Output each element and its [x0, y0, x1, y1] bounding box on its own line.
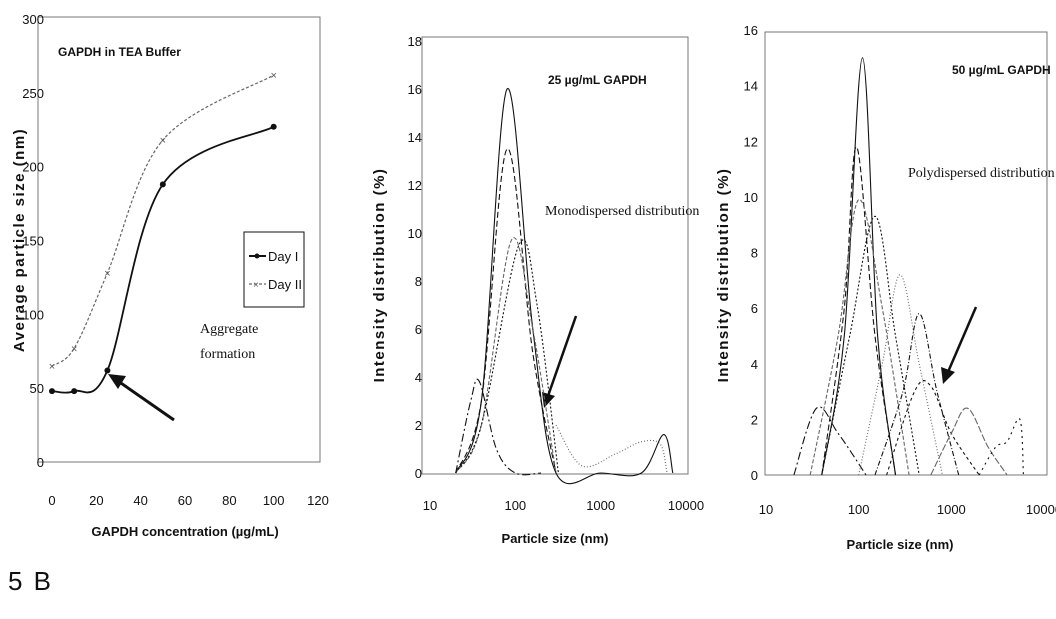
y-tick-label: 250	[22, 86, 44, 101]
x-tick-label: 120	[307, 493, 329, 508]
x-axis-label: Particle size (nm)	[502, 531, 609, 546]
y-tick-label: 14	[408, 130, 422, 145]
data-point-day-i	[71, 388, 78, 395]
distribution-curve	[455, 378, 542, 476]
y-tick-label: 8	[751, 246, 758, 261]
panel-title: GAPDH in TEA Buffer	[58, 45, 181, 59]
panel-title: 50 µg/mL GAPDH	[952, 63, 1051, 77]
x-tick-label: 1000	[937, 502, 966, 517]
y-tick-label: 150	[22, 234, 44, 249]
arrow-shaft	[946, 306, 978, 373]
y-tick-label: 12	[744, 134, 758, 149]
arrow-head	[941, 367, 955, 384]
legend-label-day-ii: Day II	[268, 277, 302, 292]
annotation-aggregate: Aggregate	[200, 322, 258, 337]
distribution-curve	[930, 407, 1008, 476]
plot-area-border	[764, 31, 1048, 476]
panel-title: 25 µg/mL GAPDH	[548, 73, 647, 87]
plot-area-border	[37, 16, 321, 463]
y-tick-label: 4	[751, 357, 758, 372]
data-point-day-ii: ×	[71, 343, 77, 355]
arrow-head	[108, 374, 126, 389]
data-point-day-i	[159, 181, 166, 188]
distribution-curve	[978, 418, 1024, 476]
data-point-day-i	[270, 123, 277, 130]
data-point-day-ii: ×	[160, 135, 166, 147]
x-tick-label: 100	[848, 502, 870, 517]
x-tick-label: 100	[504, 498, 526, 513]
y-tick-label: 50	[30, 381, 44, 396]
y-tick-label: 8	[415, 274, 422, 289]
distribution-curve	[809, 199, 910, 476]
data-point-day-ii: ×	[104, 268, 110, 280]
legend-marker-day-i	[254, 253, 260, 259]
y-tick-label: 300	[22, 12, 44, 27]
legend-box	[243, 231, 305, 308]
distribution-curve	[455, 237, 557, 474]
y-tick-label: 18	[408, 34, 422, 49]
y-tick-label: 10	[744, 190, 758, 205]
figure-label: 5 B	[8, 566, 54, 596]
y-tick-label: 10	[408, 226, 422, 241]
x-tick-label: 0	[48, 493, 55, 508]
distribution-curve	[821, 215, 920, 476]
data-point-day-i	[104, 367, 111, 374]
y-tick-label: 200	[22, 160, 44, 175]
panel-particle-size-vs-concentration: GAPDH in TEA Buffer Average particle siz…	[11, 12, 329, 539]
y-tick-label: 6	[415, 322, 422, 337]
distribution-curve	[455, 88, 674, 485]
y-tick-label: 2	[751, 412, 758, 427]
plot-area-border	[421, 36, 689, 475]
annotation-formation: formation	[200, 347, 255, 362]
distribution-curve	[555, 424, 668, 474]
figure-svg: GAPDH in TEA Buffer Average particle siz…	[11, 12, 1056, 552]
y-tick-label: 100	[22, 307, 44, 322]
legend-marker-day-ii: ×	[253, 280, 259, 291]
x-axis-label: GAPDH concentration (µg/mL)	[91, 524, 278, 539]
x-axis-label: Particle size (nm)	[847, 537, 954, 552]
y-axis-label: Intensity distribution (%)	[715, 168, 732, 383]
y-tick-label: 2	[415, 418, 422, 433]
legend-label-day-i: Day I	[268, 249, 298, 264]
distribution-curve	[858, 274, 943, 476]
data-point-day-i	[49, 388, 55, 395]
distribution-curve	[455, 148, 557, 474]
x-tick-label: 1000	[586, 498, 615, 513]
x-tick-label: 80	[222, 493, 236, 508]
x-tick-label: 10	[423, 498, 437, 513]
y-tick-label: 0	[751, 468, 758, 483]
y-tick-label: 16	[408, 82, 422, 97]
data-point-day-ii: ×	[49, 361, 55, 373]
x-tick-label: 10000	[668, 498, 704, 513]
y-tick-label: 0	[37, 455, 44, 470]
panel-50-ugml-distribution: 50 µg/mL GAPDH Intensity distribution (%…	[715, 23, 1056, 552]
distribution-curve	[821, 57, 897, 476]
data-point-day-ii: ×	[270, 70, 276, 82]
legend: Day I × Day II	[243, 231, 305, 308]
y-tick-label: 14	[744, 79, 758, 94]
distribution-curve	[793, 406, 867, 476]
distribution-curve	[455, 239, 559, 474]
x-tick-label: 10000	[1026, 502, 1056, 517]
arrow-head	[542, 392, 555, 408]
x-tick-label: 40	[133, 493, 147, 508]
annotation-polydispersed: Polydispersed distribution	[908, 166, 1055, 181]
y-tick-label: 4	[415, 370, 422, 385]
y-tick-label: 6	[751, 301, 758, 316]
y-tick-label: 0	[415, 466, 422, 481]
series-line-day-ii	[51, 74, 275, 367]
y-axis-label: Average particle size (nm)	[11, 128, 28, 352]
y-tick-label: 12	[408, 178, 422, 193]
x-tick-label: 60	[178, 493, 192, 508]
y-tick-label: 16	[744, 23, 758, 38]
distribution-curve	[886, 380, 980, 476]
x-tick-label: 10	[759, 502, 773, 517]
annotation-monodispersed: Monodispersed distribution	[545, 204, 699, 219]
x-tick-label: 20	[89, 493, 103, 508]
arrow-shaft	[117, 379, 175, 422]
arrow-shaft	[546, 315, 578, 397]
panel-25-ugml-distribution: 25 µg/mL GAPDH Intensity distribution (%…	[371, 34, 704, 546]
y-axis-label: Intensity distribution (%)	[371, 168, 388, 383]
x-tick-label: 100	[263, 493, 285, 508]
